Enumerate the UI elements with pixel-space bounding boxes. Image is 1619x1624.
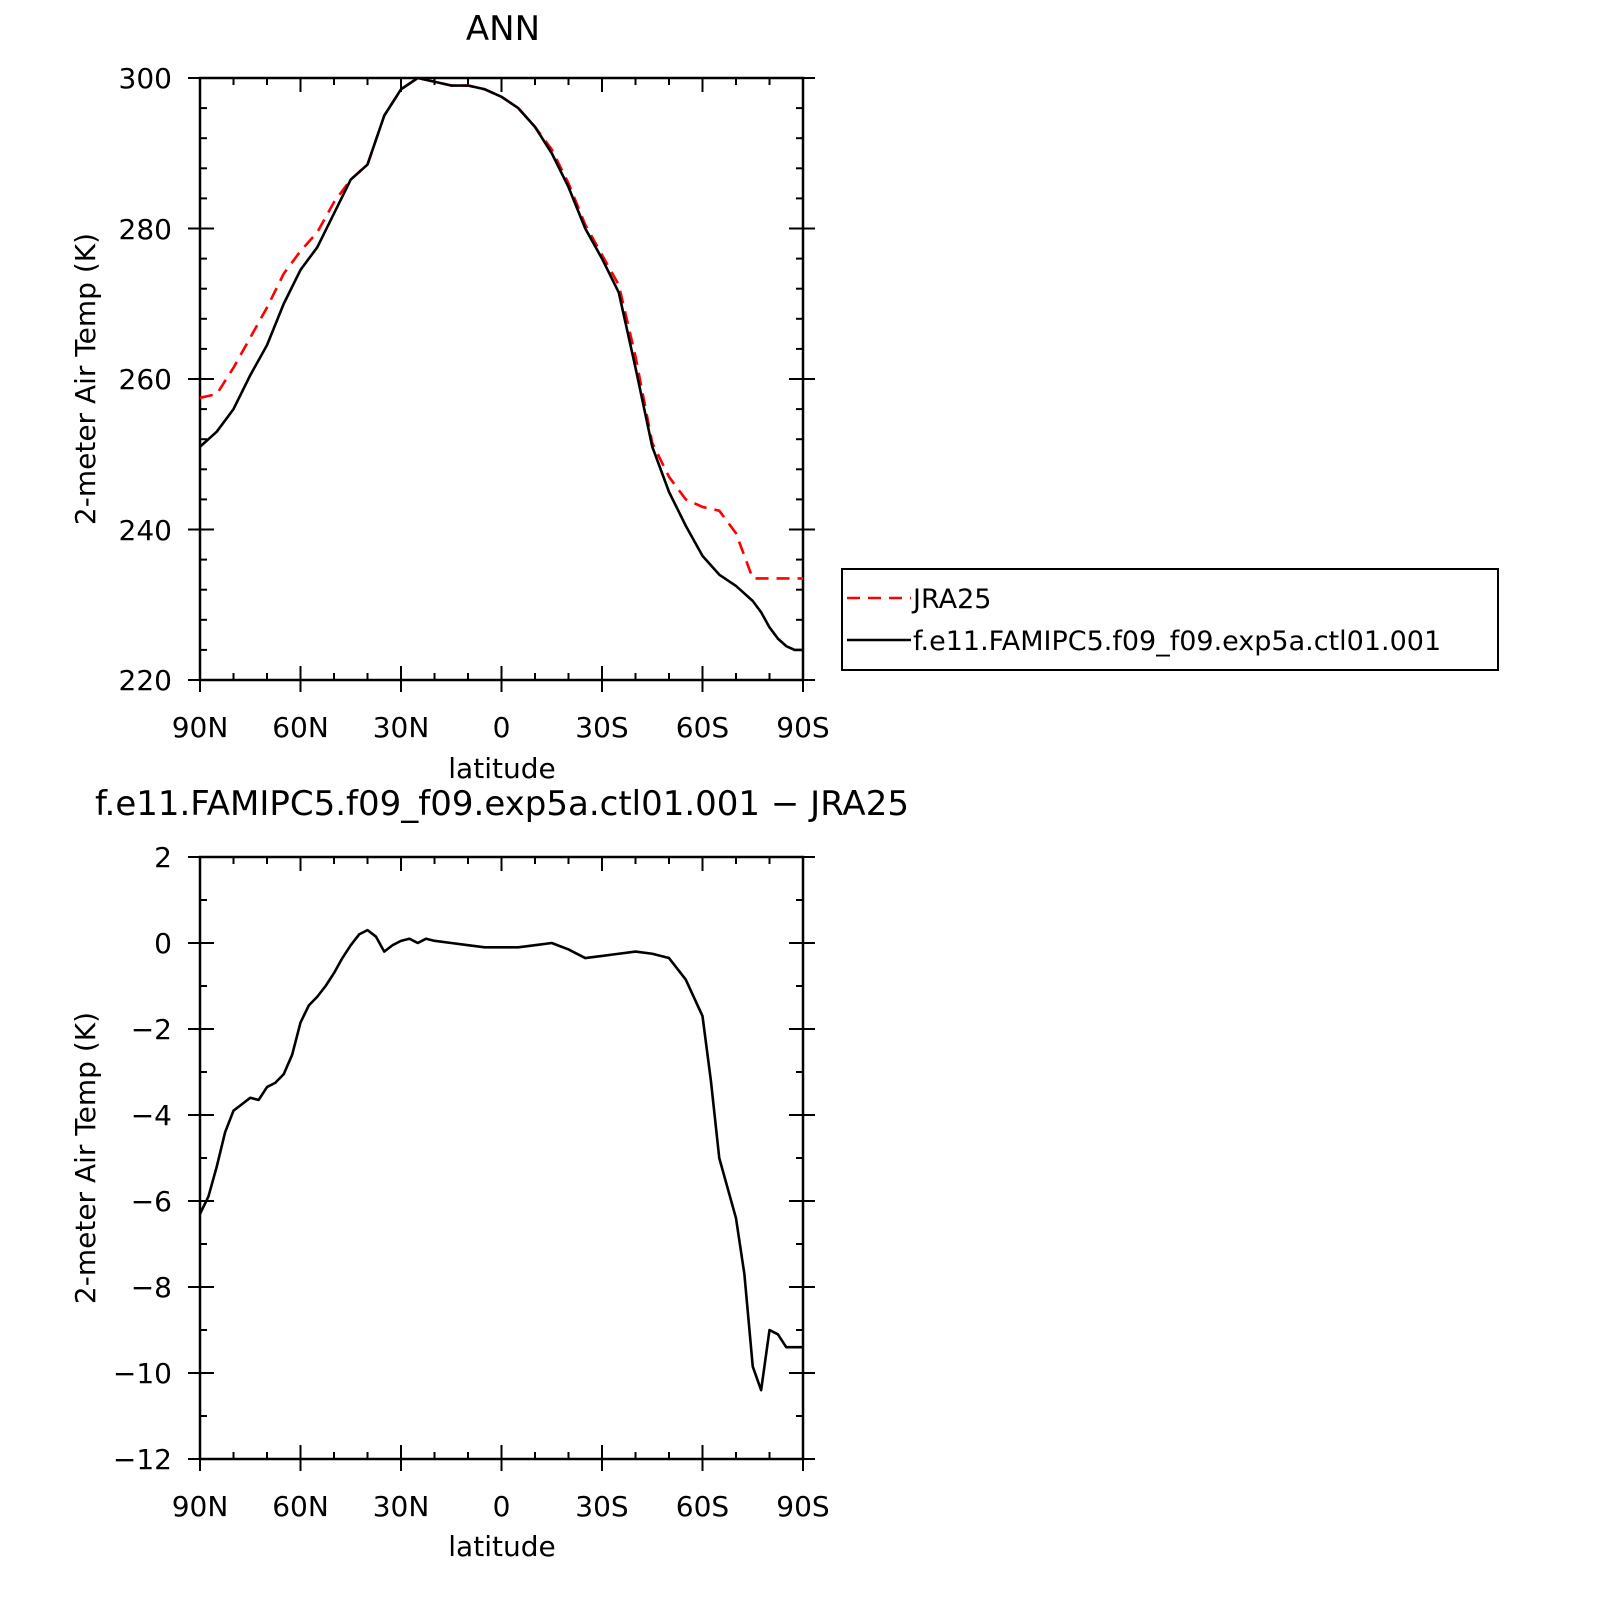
top-y-tick-labels: 220 240 260 280 300 [119,62,172,697]
x-tick-label: 30S [575,711,628,744]
legend-label-jra25: JRA25 [911,584,991,615]
x-tick-label: 0 [493,711,511,744]
y-tick-label: 240 [119,514,172,547]
y-tick-label: −2 [131,1013,172,1046]
legend: JRA25 f.e11.FAMIPC5.f09_f09.exp5a.ctl01.… [841,568,1499,671]
bottom-chart-title: f.e11.FAMIPC5.f09_f09.exp5a.ctl01.001 − … [95,784,909,824]
y-tick-label: −10 [113,1357,172,1390]
legend-box [841,568,1499,671]
bottom-chart: f.e11.FAMIPC5.f09_f09.exp5a.ctl01.001 − … [69,784,909,1563]
top-y-axis-label: 2-meter Air Temp (K) [69,233,102,525]
bottom-y-axis-label: 2-meter Air Temp (K) [69,1012,102,1304]
y-tick-label: −4 [131,1099,172,1132]
bottom-y-tick-labels: 2 0 −2 −4 −6 −8 −10 −12 [113,841,172,1476]
x-tick-label: 30N [373,1490,430,1523]
x-tick-label: 60S [676,711,729,744]
top-series-line-1 [199,76,803,652]
top-ticks [188,77,815,692]
y-tick-label: −8 [131,1271,172,1304]
x-tick-label: 90N [172,1490,229,1523]
top-x-axis-label: latitude [448,752,555,785]
y-tick-label: 260 [119,363,172,396]
bottom-x-tick-labels: 90N 60N 30N 0 30S 60S 90S [172,1490,830,1523]
bottom-ticks [188,856,815,1471]
top-chart: ANN 90N 60N 30N 0 30S 60S 90S 220 240 26… [69,9,1499,785]
y-tick-label: 0 [154,927,172,960]
y-tick-label: 220 [119,664,172,697]
y-tick-label: 300 [119,62,172,95]
x-tick-label: 90N [172,711,229,744]
top-plot-frame [198,76,805,682]
x-tick-label: 90S [776,1490,829,1523]
top-series-lines [199,76,803,652]
x-tick-label: 30N [373,711,430,744]
bottom-x-axis-label: latitude [448,1530,555,1563]
y-tick-label: 2 [154,841,172,874]
x-tick-label: 30S [575,1490,628,1523]
bottom-series-lines [198,928,803,1392]
x-tick-label: 60S [676,1490,729,1523]
x-tick-label: 60N [272,711,329,744]
x-tick-label: 60N [272,1490,329,1523]
legend-label-model: f.e11.FAMIPC5.f09_f09.exp5a.ctl01.001 [913,626,1441,657]
bottom-series-line-0 [198,928,803,1392]
x-tick-label: 0 [493,1490,511,1523]
top-chart-title: ANN [466,9,540,49]
top-x-tick-labels: 90N 60N 30N 0 30S 60S 90S [172,711,830,744]
y-tick-label: −6 [131,1185,172,1218]
top-series-line-0 [199,76,803,580]
y-tick-label: 280 [119,213,172,246]
x-tick-label: 90S [776,711,829,744]
y-tick-label: −12 [113,1443,172,1476]
